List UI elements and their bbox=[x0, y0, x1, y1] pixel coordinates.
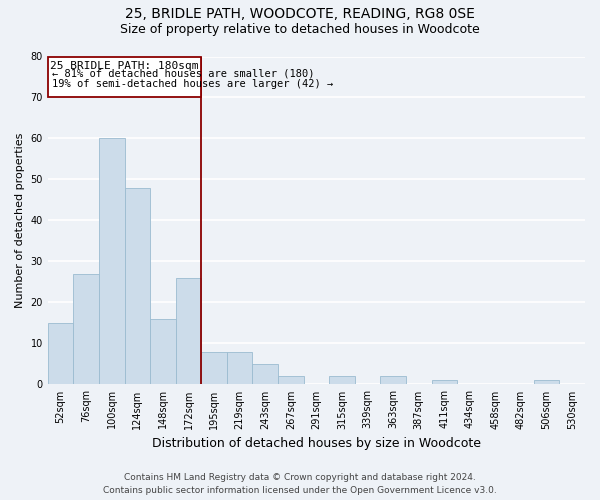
Bar bbox=[176, 278, 201, 384]
Bar bbox=[380, 376, 406, 384]
Bar bbox=[534, 380, 559, 384]
Bar bbox=[227, 352, 253, 384]
Bar bbox=[150, 319, 176, 384]
Text: Size of property relative to detached houses in Woodcote: Size of property relative to detached ho… bbox=[120, 22, 480, 36]
Bar bbox=[48, 56, 201, 98]
Bar bbox=[278, 376, 304, 384]
Text: 25 BRIDLE PATH: 180sqm: 25 BRIDLE PATH: 180sqm bbox=[50, 62, 199, 72]
Text: 19% of semi-detached houses are larger (42) →: 19% of semi-detached houses are larger (… bbox=[52, 79, 333, 89]
Bar bbox=[253, 364, 278, 384]
Bar bbox=[99, 138, 125, 384]
Text: Contains HM Land Registry data © Crown copyright and database right 2024.
Contai: Contains HM Land Registry data © Crown c… bbox=[103, 473, 497, 495]
Bar bbox=[431, 380, 457, 384]
Y-axis label: Number of detached properties: Number of detached properties bbox=[15, 133, 25, 308]
Bar bbox=[201, 352, 227, 384]
Bar bbox=[329, 376, 355, 384]
X-axis label: Distribution of detached houses by size in Woodcote: Distribution of detached houses by size … bbox=[152, 437, 481, 450]
Bar bbox=[48, 323, 73, 384]
Text: 25, BRIDLE PATH, WOODCOTE, READING, RG8 0SE: 25, BRIDLE PATH, WOODCOTE, READING, RG8 … bbox=[125, 8, 475, 22]
Text: ← 81% of detached houses are smaller (180): ← 81% of detached houses are smaller (18… bbox=[52, 69, 314, 79]
Bar bbox=[125, 188, 150, 384]
Bar bbox=[73, 274, 99, 384]
